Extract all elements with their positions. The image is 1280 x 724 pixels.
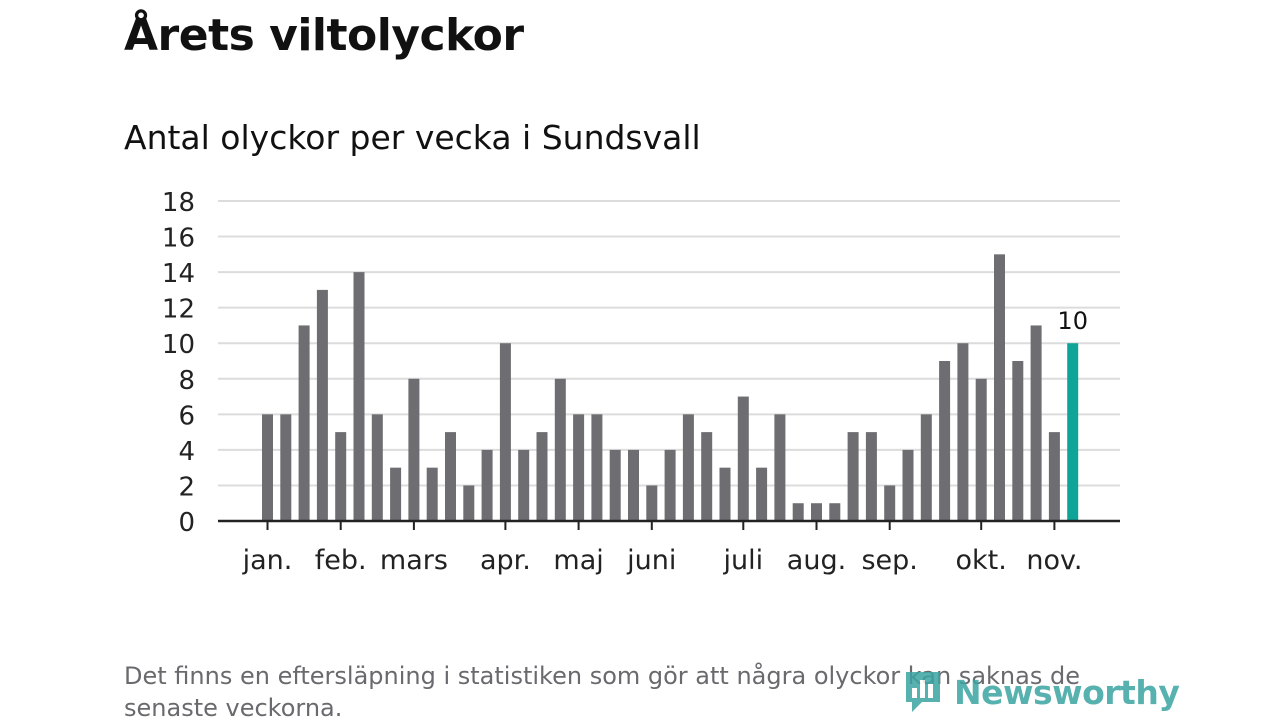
bar [811,503,822,521]
bar [371,414,383,521]
bar [463,485,475,521]
bar [353,272,365,521]
x-tick-label: juli [722,545,763,576]
x-tick-label: aug. [787,545,846,576]
bar [865,432,877,521]
x-tick-label: mars [380,545,448,576]
bar [499,343,511,521]
bar [1030,325,1042,521]
bar-chart: 0 2 4 6 8 10 12 14 16 18 10 jan. feb. mars apr. maj juni… [162,188,1120,576]
highlight-value-label: 10 [1057,307,1088,335]
bar [591,414,603,521]
bar [573,414,585,521]
bar [1048,432,1060,521]
bar [262,414,273,521]
x-tick-label: okt. [956,545,1007,576]
bar [756,467,768,521]
bar [664,449,676,521]
x-tick-label: juni [626,545,676,576]
bar [920,414,932,521]
x-tick-label: feb. [315,545,367,576]
bar [646,485,658,521]
bar [737,396,749,521]
bar [445,432,456,521]
bar [975,378,987,521]
bar [316,289,328,521]
x-tick-label: apr. [480,545,531,576]
bar [902,449,914,521]
y-tick-label: 10 [162,330,195,360]
bar [701,432,713,521]
bar [335,432,347,521]
bar [280,414,292,521]
y-tick-label: 6 [178,401,195,431]
bar [994,254,1005,522]
bar [847,432,859,521]
bar [518,449,530,521]
bar [939,361,951,521]
newsworthy-logo: Newsworthy [902,668,1180,716]
x-tick-label: maj [553,545,603,576]
bar [957,343,969,521]
bar [408,378,420,521]
bar [481,449,493,521]
y-tick-label: 18 [162,188,195,218]
x-tick-label: nov. [1026,545,1082,576]
newsworthy-logo-text: Newsworthy [954,672,1180,712]
bar [609,449,621,521]
bar [536,432,548,521]
bar [1012,361,1024,521]
bar [628,449,639,521]
bar [298,325,310,521]
bar [774,414,786,521]
newsworthy-logo-icon [906,672,940,712]
y-tick-label: 16 [162,224,195,254]
chart-title: Årets viltolyckor [124,10,524,61]
y-tick-label: 2 [178,472,195,502]
x-tick-label: jan. [242,545,293,576]
y-tick-label: 12 [162,295,195,325]
bar [682,414,694,521]
chart-subtitle: Antal olyckor per vecka i Sundsvall [124,118,701,157]
bar [792,503,804,521]
y-tick-label: 0 [178,508,195,538]
bar [884,485,896,521]
bar [390,467,402,521]
bar [426,467,438,521]
x-tick-label: sep. [861,545,917,576]
highlighted-bar [1067,343,1079,521]
y-tick-label: 4 [178,437,195,467]
bar [829,503,841,521]
y-tick-label: 14 [162,259,195,289]
y-tick-label: 8 [178,366,195,396]
bar [719,467,731,521]
bar [554,378,566,521]
